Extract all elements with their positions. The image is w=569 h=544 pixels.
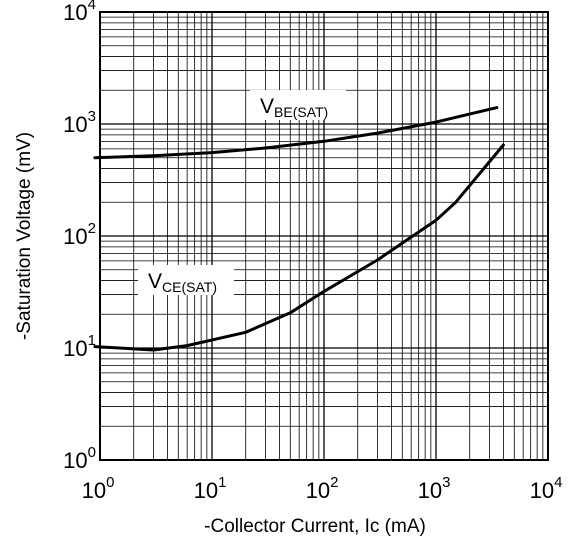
vbe-sat-curve	[93, 106, 499, 160]
y-tick-label: 103	[63, 108, 96, 137]
x-tick-label-exp: 1	[218, 474, 226, 491]
vce-sat-curve	[93, 143, 505, 352]
y-tick-label: 104	[63, 0, 96, 25]
x-tick-label-exp: 4	[554, 474, 562, 491]
x-tick-label-base: 10	[418, 478, 442, 503]
y-tick-label-exp: 0	[88, 444, 96, 461]
grid-lines	[99, 12, 548, 461]
vbe-sat-label: VBE(SAT)	[260, 95, 328, 120]
x-tick-label: 102	[306, 474, 339, 503]
vbe-sat-label-sub: BE(SAT)	[274, 104, 328, 120]
vce-sat-label: VCE(SAT)	[148, 270, 217, 295]
x-tick-label-base: 10	[194, 478, 218, 503]
x-tick-label: 100	[82, 474, 115, 503]
x-tick-label-exp: 0	[106, 474, 114, 491]
y-tick-label-base: 10	[63, 0, 87, 25]
x-tick-label: 101	[194, 474, 227, 503]
y-tick-label-exp: 1	[88, 332, 96, 349]
y-tick-label-exp: 2	[88, 220, 96, 237]
x-tick-label-exp: 2	[330, 474, 338, 491]
y-tick-label-base: 10	[63, 448, 87, 473]
y-tick-label: 102	[63, 220, 96, 249]
x-tick-label-base: 10	[82, 478, 106, 503]
vce-sat-label-background	[138, 265, 234, 295]
vbe-sat-label-main: V	[260, 95, 274, 118]
y-tick-label-exp: 4	[88, 0, 96, 13]
y-tick-label-base: 10	[63, 224, 87, 249]
plot-frame	[99, 11, 549, 461]
y-tick-label-exp: 3	[88, 108, 96, 125]
y-axis-label: -Saturation Voltage (mV)	[14, 132, 35, 340]
y-tick-label-base: 10	[63, 112, 87, 137]
vce-sat-label-sub: CE(SAT)	[162, 279, 217, 295]
x-tick-label: 103	[418, 474, 451, 503]
x-axis-label: -Collector Current, Ic (mA)	[204, 516, 426, 537]
vbe-sat-label-background	[250, 90, 346, 120]
y-tick-label: 100	[63, 444, 96, 473]
y-tick-label-base: 10	[63, 336, 87, 361]
x-tick-label-base: 10	[530, 478, 554, 503]
x-tick-label-exp: 3	[442, 474, 450, 491]
x-tick-label: 104	[530, 474, 563, 503]
series-layer	[93, 106, 505, 352]
y-tick-label: 101	[63, 332, 96, 361]
vce-sat-label-main: V	[148, 270, 162, 293]
x-tick-label-base: 10	[306, 478, 330, 503]
